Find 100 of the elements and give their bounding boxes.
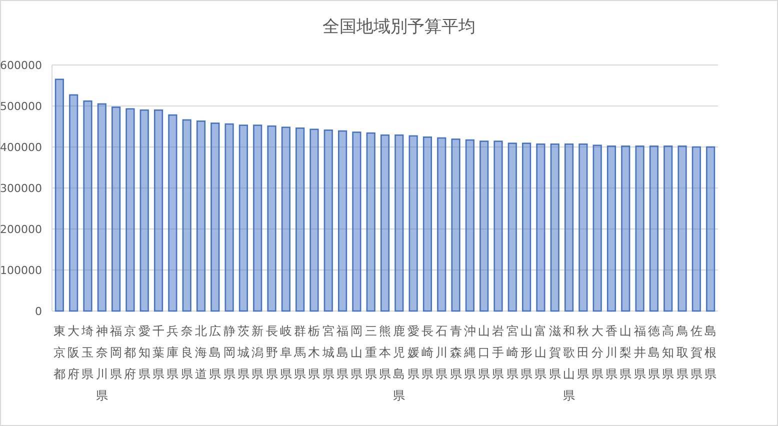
bar xyxy=(267,125,276,312)
bar xyxy=(550,143,560,312)
chart-title: 全国地域別予算平均 xyxy=(322,17,476,37)
y-tick-label: 200000 xyxy=(0,222,42,236)
bar xyxy=(296,127,305,312)
x-tick-label: 熊本県 xyxy=(379,324,391,381)
bar xyxy=(380,134,390,312)
x-tick-label: 福岡県 xyxy=(110,324,122,381)
bar xyxy=(366,132,376,312)
x-tick-label: 愛媛県 xyxy=(407,324,420,381)
bar xyxy=(324,130,333,312)
x-tick-label: 北海道 xyxy=(194,324,207,381)
x-tick-label: 福島県 xyxy=(336,324,349,381)
x-tick-label: 香川県 xyxy=(605,324,618,381)
bar xyxy=(578,143,588,312)
bar xyxy=(310,128,319,312)
y-tick-label: 400000 xyxy=(0,140,42,154)
bar xyxy=(480,140,489,312)
y-tick-label: 100000 xyxy=(0,264,42,277)
bar xyxy=(196,120,206,312)
x-tick-label: 和歌山県 xyxy=(563,324,576,402)
x-tick-label: 宮崎県 xyxy=(506,324,518,381)
x-tick-label: 三重県 xyxy=(364,324,377,381)
x-tick-label: 山口県 xyxy=(478,324,490,381)
bar xyxy=(422,136,432,312)
bar xyxy=(664,146,673,312)
x-tick-label: 山梨県 xyxy=(620,324,632,381)
x-tick-label: 兵庫県 xyxy=(166,324,179,381)
y-tick-label: 300000 xyxy=(0,182,42,195)
x-tick-label: 茨城県 xyxy=(236,324,250,381)
x-tick-label: 沖縄県 xyxy=(462,324,476,381)
x-tick-label: 宮城県 xyxy=(321,324,334,381)
x-tick-label: 栃木県 xyxy=(308,324,320,381)
x-tick-label: 岩手県 xyxy=(492,324,504,381)
bar xyxy=(451,138,460,312)
bar xyxy=(592,144,602,312)
x-tick-label: 福井県 xyxy=(634,324,646,381)
x-tick-label: 岐阜県 xyxy=(280,324,292,381)
bar xyxy=(706,146,716,312)
bar xyxy=(536,143,546,312)
bar xyxy=(621,146,630,312)
bar xyxy=(253,124,262,312)
bar xyxy=(238,124,248,312)
bar xyxy=(83,100,92,312)
x-tick-label: 佐賀県 xyxy=(690,324,702,381)
x-tick-label: 奈良県 xyxy=(180,324,193,381)
x-tick-label: 高知県 xyxy=(662,324,674,381)
x-tick-label: 京都府 xyxy=(124,324,136,381)
bar xyxy=(635,146,644,312)
x-tick-label: 岡山県 xyxy=(350,324,363,381)
x-tick-label: 千葉県 xyxy=(152,324,165,381)
x-tick-label: 埼玉県 xyxy=(80,324,94,381)
x-tick-label: 長崎県 xyxy=(421,324,434,381)
bar xyxy=(465,139,474,312)
bar xyxy=(437,137,446,312)
bar xyxy=(606,146,616,312)
bar xyxy=(564,143,574,312)
x-tick-label: 神奈川県 xyxy=(96,324,108,402)
bar xyxy=(522,142,532,312)
bar xyxy=(508,142,517,312)
bar xyxy=(338,130,348,312)
x-tick-label: 山形県 xyxy=(520,324,533,381)
bar xyxy=(182,119,192,312)
x-tick-label: 静岡県 xyxy=(223,324,236,381)
bar xyxy=(140,109,149,312)
bar xyxy=(126,108,135,312)
y-tick-label: 0 xyxy=(35,304,42,318)
x-tick-label: 東京都 xyxy=(53,324,66,381)
bar xyxy=(394,134,404,312)
bar xyxy=(678,146,687,312)
x-tick-label: 石川県 xyxy=(436,324,448,381)
bar xyxy=(649,146,658,312)
x-tick-label: 群馬県 xyxy=(293,324,306,381)
x-tick-label: 広島県 xyxy=(209,324,222,381)
bar xyxy=(692,146,701,312)
y-tick-label: 500000 xyxy=(0,100,42,113)
bar xyxy=(69,94,78,312)
x-tick-label: 愛知県 xyxy=(138,324,150,381)
x-tick-label: 秋田県 xyxy=(577,324,590,381)
y-tick-label: 600000 xyxy=(0,58,42,72)
bar xyxy=(54,78,64,312)
x-tick-label: 青森県 xyxy=(450,324,462,381)
bar xyxy=(154,109,164,312)
bar xyxy=(494,140,503,312)
x-tick-label: 長野県 xyxy=(266,324,278,381)
bar xyxy=(352,132,362,312)
bar xyxy=(281,126,290,312)
x-tick-label: 鳥取県 xyxy=(675,324,688,381)
x-tick-label: 大分県 xyxy=(591,324,604,381)
x-tick-label: 滋賀県 xyxy=(548,324,561,381)
x-tick-label: 徳島県 xyxy=(648,324,660,381)
bar xyxy=(97,103,106,312)
bar xyxy=(408,135,418,312)
x-tick-label: 新潟県 xyxy=(252,324,264,381)
bar xyxy=(224,123,234,312)
x-tick-label: 大阪府 xyxy=(68,324,80,381)
x-tick-label: 鹿児島県 xyxy=(393,324,406,402)
x-tick-label: 島根県 xyxy=(704,324,717,381)
x-tick-label: 富山県 xyxy=(534,324,547,381)
bar xyxy=(112,106,121,312)
